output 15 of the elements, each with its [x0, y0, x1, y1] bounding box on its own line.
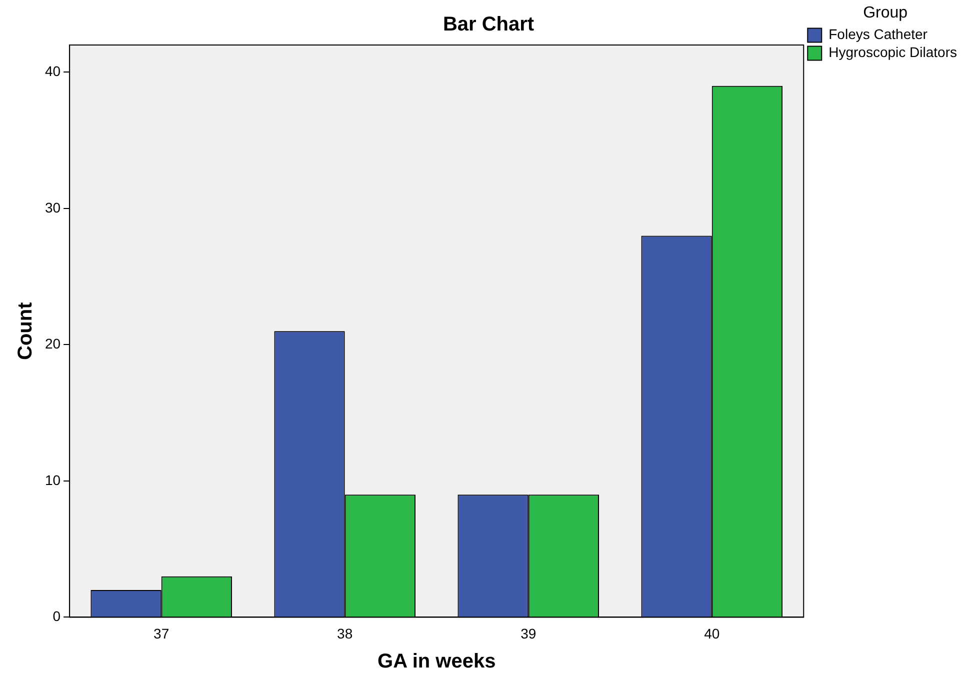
- y-tick-label: 20: [44, 336, 61, 352]
- y-tick-label: 0: [52, 608, 61, 624]
- legend-title: Group: [863, 4, 908, 22]
- x-tick-label: 40: [704, 625, 720, 642]
- legend-label: Hygroscopic Dilators: [828, 44, 958, 60]
- chart-title: Bar Chart: [442, 14, 534, 36]
- y-tick-label: 30: [44, 199, 61, 216]
- y-tick-label: 10: [44, 472, 61, 488]
- y-tick-label: 40: [44, 63, 61, 80]
- y-axis-title: Count: [14, 302, 37, 360]
- x-axis-title: GA in weeks: [378, 650, 496, 673]
- x-tick-label: 38: [337, 625, 353, 642]
- x-tick-label: 37: [154, 625, 170, 642]
- legend-label: Foleys Catheter: [828, 26, 928, 42]
- x-tick-label: 39: [520, 625, 536, 642]
